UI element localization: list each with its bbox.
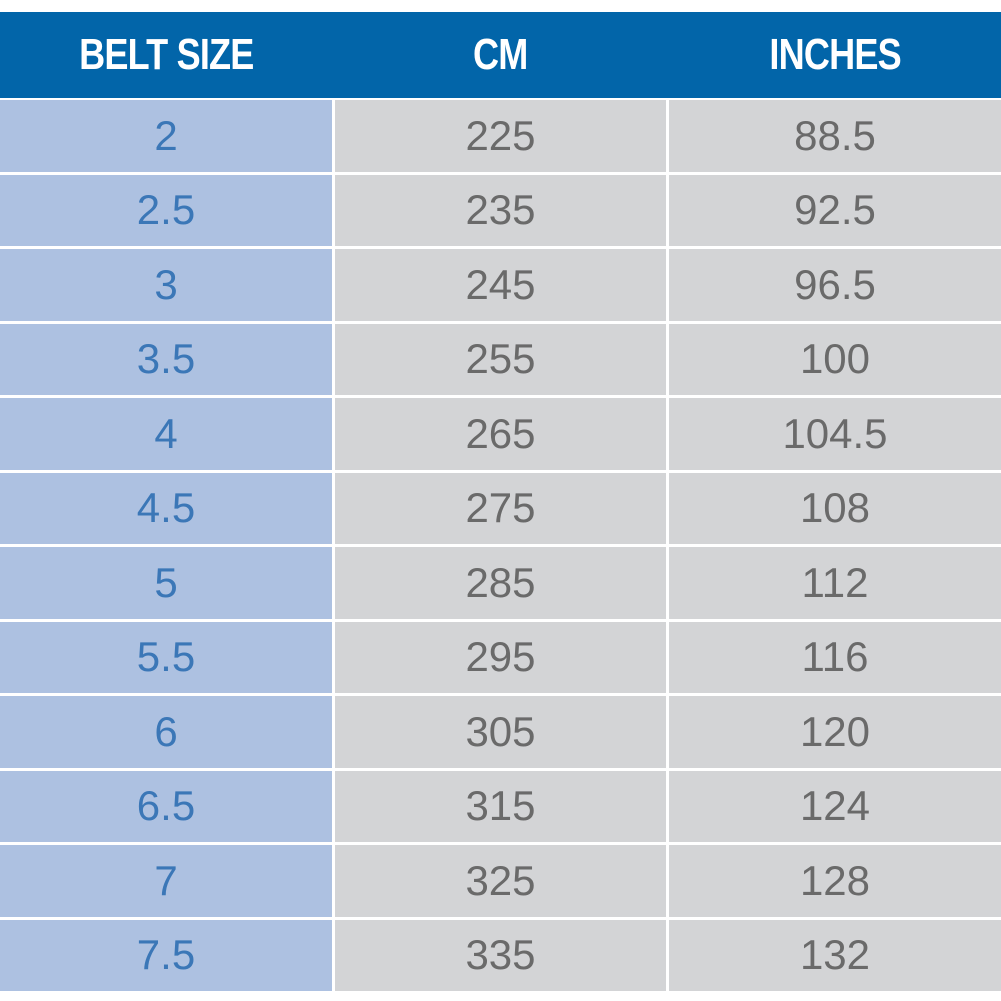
size-cell: 5.5 bbox=[0, 621, 332, 693]
value-cell: 124 bbox=[669, 770, 1001, 842]
size-cell-text: 7.5 bbox=[136, 931, 196, 979]
value-cell-text: 108 bbox=[799, 484, 871, 532]
value-cell: 285 bbox=[335, 547, 666, 619]
header-cell-text: BELT SIZE bbox=[78, 30, 254, 79]
value-cell: 325 bbox=[335, 845, 666, 917]
value-cell-text: 128 bbox=[799, 856, 871, 904]
value-cell-text: 315 bbox=[465, 782, 536, 830]
value-cell-text: 295 bbox=[465, 633, 536, 681]
size-cell: 6.5 bbox=[0, 770, 332, 842]
value-cell-text: 235 bbox=[465, 186, 536, 234]
value-cell: 92.5 bbox=[669, 174, 1001, 246]
size-cell: 2.5 bbox=[0, 174, 332, 246]
size-cell-text: 7 bbox=[154, 856, 178, 904]
value-cell-text: 96.5 bbox=[794, 260, 876, 308]
size-cell-text: 2 bbox=[154, 111, 178, 159]
value-cell-text: 265 bbox=[465, 409, 536, 457]
value-cell: 116 bbox=[669, 621, 1001, 693]
value-cell-text: 245 bbox=[465, 260, 536, 308]
value-cell: 245 bbox=[335, 249, 666, 321]
header-cell-text: INCHES bbox=[769, 30, 901, 79]
value-cell-text: 124 bbox=[799, 782, 871, 830]
value-cell-text: 255 bbox=[465, 335, 536, 383]
size-cell: 7 bbox=[0, 845, 332, 917]
value-cell: 265 bbox=[335, 398, 666, 470]
value-cell: 335 bbox=[335, 919, 666, 991]
value-cell-text: 112 bbox=[801, 558, 869, 606]
value-cell: 88.5 bbox=[669, 100, 1001, 172]
value-cell: 275 bbox=[335, 472, 666, 544]
value-cell: 96.5 bbox=[669, 249, 1001, 321]
header-cell: INCHES bbox=[669, 12, 1001, 98]
value-cell: 104.5 bbox=[669, 398, 1001, 470]
value-cell-text: 275 bbox=[465, 484, 536, 532]
size-cell: 3.5 bbox=[0, 323, 332, 395]
size-cell: 6 bbox=[0, 696, 332, 768]
size-cell-text: 6.5 bbox=[136, 782, 196, 830]
value-cell: 128 bbox=[669, 845, 1001, 917]
size-cell-text: 3 bbox=[154, 260, 178, 308]
value-cell: 255 bbox=[335, 323, 666, 395]
value-cell-text: 104.5 bbox=[782, 409, 888, 457]
value-cell: 100 bbox=[669, 323, 1001, 395]
value-cell: 225 bbox=[335, 100, 666, 172]
size-cell-text: 2.5 bbox=[136, 186, 196, 234]
value-cell-text: 88.5 bbox=[794, 111, 876, 159]
value-cell-text: 335 bbox=[465, 931, 536, 979]
size-cell-text: 3.5 bbox=[136, 335, 196, 383]
value-cell: 315 bbox=[335, 770, 666, 842]
value-cell: 132 bbox=[669, 919, 1001, 991]
value-cell: 120 bbox=[669, 696, 1001, 768]
size-cell-text: 5 bbox=[154, 558, 178, 606]
size-cell-text: 6 bbox=[154, 707, 178, 755]
value-cell: 235 bbox=[335, 174, 666, 246]
value-cell-text: 325 bbox=[465, 856, 536, 904]
value-cell-text: 120 bbox=[799, 707, 871, 755]
size-cell: 4.5 bbox=[0, 472, 332, 544]
size-cell-text: 4 bbox=[154, 409, 178, 457]
size-cell: 5 bbox=[0, 547, 332, 619]
value-cell: 295 bbox=[335, 621, 666, 693]
value-cell: 305 bbox=[335, 696, 666, 768]
value-cell: 112 bbox=[669, 547, 1001, 619]
size-cell: 3 bbox=[0, 249, 332, 321]
size-cell-text: 4.5 bbox=[136, 484, 196, 532]
value-cell-text: 225 bbox=[465, 111, 536, 159]
value-cell-text: 305 bbox=[465, 707, 536, 755]
value-cell: 108 bbox=[669, 472, 1001, 544]
value-cell-text: 285 bbox=[465, 558, 536, 606]
header-cell: CM bbox=[335, 12, 666, 98]
value-cell-text: 100 bbox=[799, 335, 871, 383]
size-cell: 2 bbox=[0, 100, 332, 172]
value-cell-text: 132 bbox=[799, 931, 871, 979]
size-cell: 7.5 bbox=[0, 919, 332, 991]
size-cell: 4 bbox=[0, 398, 332, 470]
value-cell-text: 92.5 bbox=[794, 186, 876, 234]
header-cell-text: CM bbox=[473, 30, 528, 79]
value-cell-text: 116 bbox=[801, 633, 869, 681]
header-cell: BELT SIZE bbox=[0, 12, 332, 98]
size-cell-text: 5.5 bbox=[136, 633, 196, 681]
